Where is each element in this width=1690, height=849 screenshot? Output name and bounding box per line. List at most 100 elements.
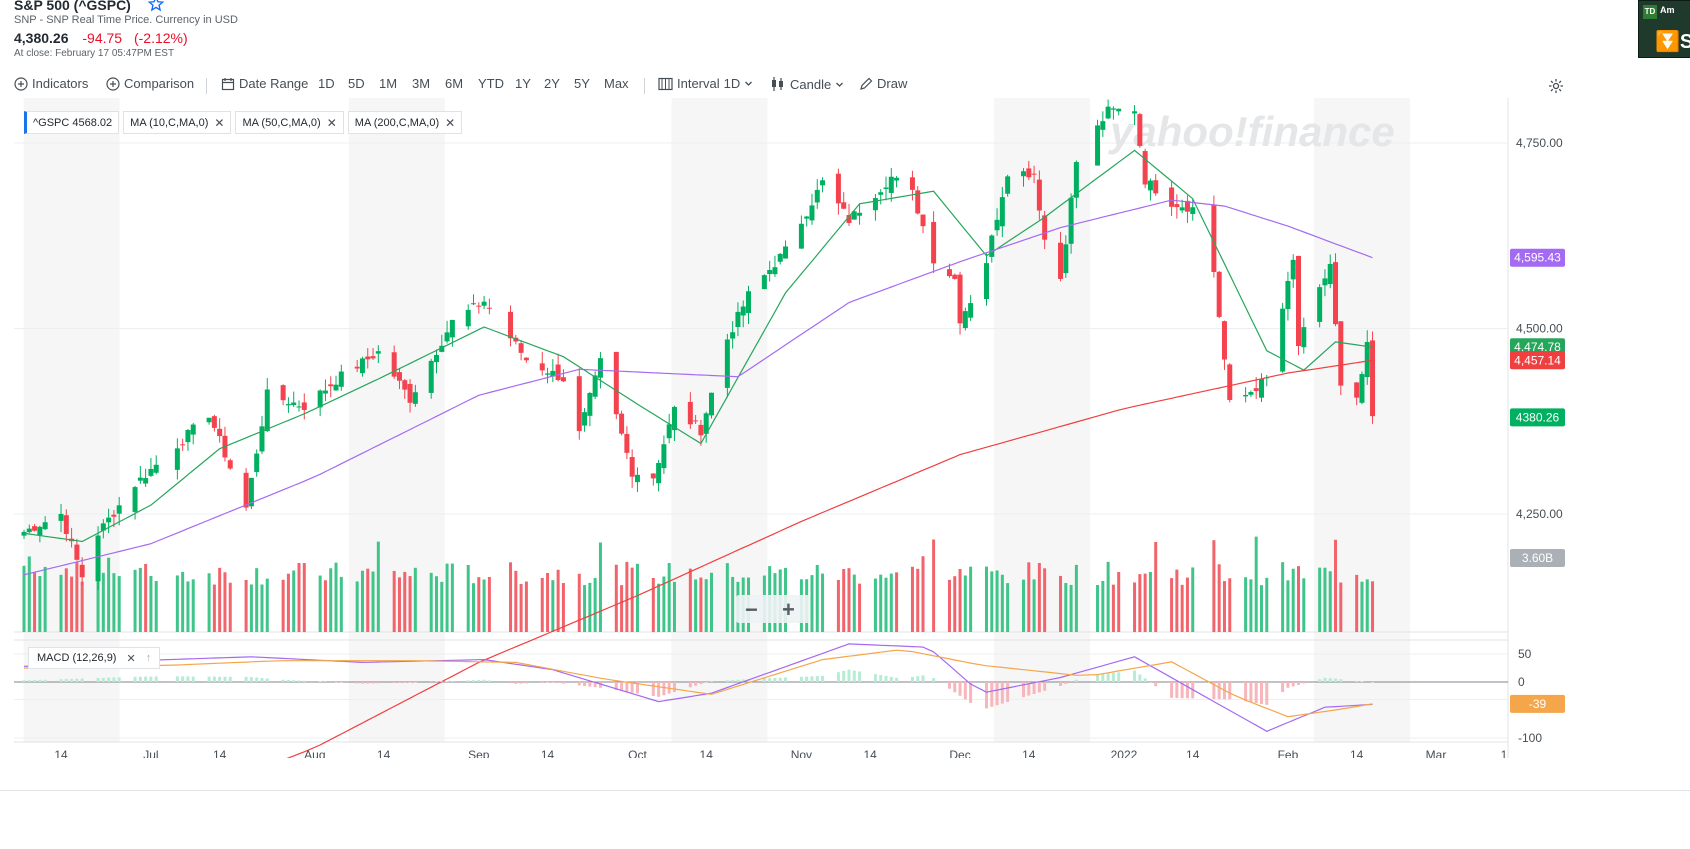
close-icon[interactable]: ✕: [326, 115, 337, 130]
volume-bar: [1334, 539, 1338, 632]
candle-body: [1068, 197, 1074, 244]
date-range-label: Date Range: [239, 76, 309, 91]
chevron-down-icon: [836, 82, 844, 87]
candle-body: [1317, 287, 1323, 322]
ad-text-large: ⏬SI: [1655, 29, 1690, 54]
candle-body: [396, 372, 402, 381]
candle-body: [106, 517, 112, 523]
volume-bar: [1254, 536, 1258, 632]
macd-bar: [1074, 679, 1078, 682]
range-2y[interactable]: 2Y: [544, 76, 560, 91]
candle-body: [338, 371, 344, 387]
candle: [783, 240, 789, 259]
volume-bar: [1175, 569, 1179, 632]
volume-bar: [1138, 574, 1142, 632]
volume-bar: [509, 562, 513, 632]
candle: [1364, 330, 1370, 385]
candle-body: [402, 380, 408, 390]
macd-bar: [1111, 672, 1115, 682]
chip-label: MACD (12,26,9): [37, 652, 117, 664]
ma50-chip[interactable]: MA (50,C,MA,0) ✕: [235, 111, 344, 134]
interval-dropdown[interactable]: Interval 1D: [658, 76, 753, 91]
macd-bar: [736, 679, 740, 682]
range-ytd[interactable]: YTD: [478, 76, 504, 91]
symbol-chip[interactable]: ^GSPC 4568.02: [24, 111, 120, 134]
candle: [1296, 255, 1302, 356]
chip-label: MA (50,C,MA,0): [242, 116, 321, 129]
candle: [217, 418, 223, 443]
zoom-in-button[interactable]: +: [782, 597, 795, 622]
volume-bar: [244, 579, 248, 632]
macd-bar: [524, 682, 528, 684]
arrow-up-icon[interactable]: ↑: [145, 652, 152, 664]
macd-chip[interactable]: MACD (12,26,9) ✕ ↑: [28, 647, 161, 669]
candle: [1142, 148, 1148, 189]
candle-body: [111, 514, 117, 517]
candle: [508, 305, 514, 347]
close-icon[interactable]: ✕: [445, 115, 456, 130]
candle-body: [465, 309, 471, 327]
candle-body: [508, 311, 514, 339]
zoom-out-button[interactable]: −: [745, 597, 758, 622]
candle-body: [1243, 394, 1249, 397]
candle: [777, 253, 783, 265]
macd-bar: [1339, 679, 1343, 682]
range-1y[interactable]: 1Y: [515, 76, 531, 91]
chart-type-dropdown[interactable]: Candle: [770, 76, 844, 92]
volume-bar: [815, 564, 819, 632]
candle-body: [1285, 280, 1291, 310]
candle: [592, 371, 598, 400]
candle-body: [1211, 204, 1217, 272]
ma200-chip[interactable]: MA (200,C,MA,0) ✕: [347, 111, 463, 134]
advertisement[interactable]: TD Am ⏬SI: [1638, 0, 1690, 58]
ma10-chip[interactable]: MA (10,C,MA,0) ✕: [123, 111, 232, 134]
last-price: 4,380.26: [14, 30, 69, 46]
candle-body: [724, 339, 730, 388]
candle: [989, 234, 995, 263]
close-icon[interactable]: ✕: [214, 115, 225, 130]
star-icon[interactable]: [148, 0, 164, 12]
candle-body: [835, 173, 841, 204]
macd-bar: [1032, 682, 1036, 694]
range-1d[interactable]: 1D: [318, 76, 335, 91]
comparison-label: Comparison: [124, 76, 195, 91]
price-chart[interactable]: 4,000.004,250.004,500.004,750.00500-100y…: [0, 98, 1690, 758]
date-range-button[interactable]: Date Range: [221, 76, 308, 91]
candle-body: [26, 528, 32, 533]
comparison-button[interactable]: Comparison: [106, 76, 194, 91]
close-icon[interactable]: ✕: [126, 652, 136, 665]
candle-body: [190, 424, 196, 435]
range-6m[interactable]: 6M: [445, 76, 464, 91]
candle-body: [878, 192, 884, 195]
plus-circle-icon: [106, 76, 120, 91]
macd-line: [23, 643, 1373, 732]
candle: [539, 351, 545, 376]
indicators-button[interactable]: Indicators: [14, 76, 88, 91]
candle-body: [555, 364, 561, 381]
candle: [983, 253, 989, 306]
candle-body: [846, 215, 852, 223]
volume-bar: [228, 582, 232, 632]
macd-tick-label: -100: [1518, 731, 1542, 745]
macd-bar: [662, 682, 666, 696]
range-5y[interactable]: 5Y: [574, 76, 590, 91]
volume-bar: [540, 577, 544, 632]
candle-body: [1364, 341, 1370, 378]
range-5d[interactable]: 5D: [348, 76, 365, 91]
range-3m[interactable]: 3M: [412, 76, 431, 91]
volume-bar: [577, 573, 581, 632]
volume-bar: [995, 570, 999, 632]
range-1m[interactable]: 1M: [379, 76, 398, 91]
range-max[interactable]: Max: [604, 76, 629, 91]
volume-bar: [75, 562, 79, 632]
macd-bar: [895, 677, 899, 682]
candle-body: [365, 356, 371, 360]
volume-bar: [1281, 562, 1285, 632]
volume-bar: [33, 572, 37, 632]
download-icon: ⏬: [1655, 31, 1680, 53]
volume-bar: [329, 568, 333, 632]
candle-body: [1333, 262, 1339, 325]
draw-button[interactable]: Draw: [859, 76, 907, 91]
gear-icon[interactable]: [1548, 78, 1564, 94]
candle: [116, 496, 122, 526]
